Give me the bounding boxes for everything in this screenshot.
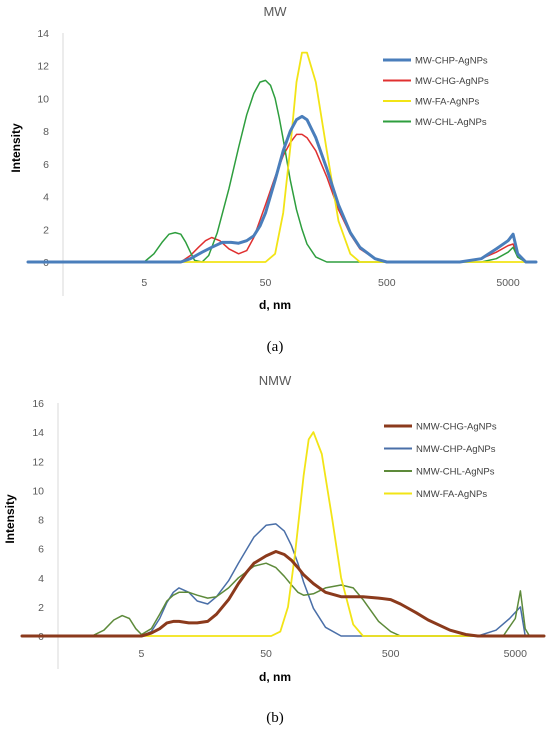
- panel-caption: (a): [267, 339, 284, 355]
- chart-title: MW: [263, 4, 287, 19]
- y-tick-label: 2: [38, 602, 44, 614]
- y-tick-label: 16: [32, 398, 44, 410]
- x-axis-label: d, nm: [259, 670, 291, 684]
- panel-caption: (b): [266, 710, 284, 726]
- x-tick-label: 500: [378, 277, 396, 289]
- series-line-mw-chp-agnps: [26, 114, 538, 264]
- legend-entry: MW-FA-AgNPs: [415, 97, 479, 108]
- y-axis-label: Intensity: [9, 123, 23, 173]
- legend-entry: NMW-CHL-AgNPs: [416, 467, 495, 478]
- series-line-mw-fa-agnps: [27, 51, 537, 263]
- y-axis-label: Intensity: [3, 494, 17, 544]
- legend-entry: NMW-CHG-AgNPs: [416, 422, 497, 433]
- chart-title: NMW: [259, 373, 292, 388]
- y-tick-label: 14: [37, 28, 49, 40]
- x-tick-label: 5: [139, 648, 145, 660]
- x-tick-label: 5: [141, 277, 147, 289]
- series-line-nmw-chp-agnps: [21, 523, 545, 637]
- y-tick-label: 2: [43, 224, 49, 236]
- x-tick-label: 500: [382, 648, 400, 660]
- legend-entry: MW-CHL-AgNPs: [415, 117, 487, 128]
- y-tick-label: 10: [37, 93, 49, 105]
- y-tick-label: 12: [32, 456, 44, 468]
- y-tick-label: 12: [37, 61, 49, 73]
- series-line-nmw-chg-agnps: [20, 550, 546, 638]
- legend-entry: MW-CHP-AgNPs: [415, 56, 488, 67]
- legend-entry: NMW-FA-AgNPs: [416, 489, 487, 500]
- y-tick-label: 6: [38, 544, 44, 556]
- y-tick-label: 6: [43, 159, 49, 171]
- x-tick-label: 50: [260, 277, 272, 289]
- series-line-mw-chl-agnps: [27, 79, 537, 263]
- legend-entry: MW-CHG-AgNPs: [415, 76, 489, 87]
- y-tick-label: 14: [32, 427, 44, 439]
- y-tick-label: 4: [43, 192, 49, 204]
- y-tick-label: 8: [38, 515, 44, 527]
- x-tick-label: 5000: [504, 648, 528, 660]
- y-tick-label: 10: [32, 485, 44, 497]
- legend-entry: NMW-CHP-AgNPs: [416, 444, 496, 455]
- x-tick-label: 5000: [496, 277, 520, 289]
- y-tick-label: 8: [43, 126, 49, 138]
- series-line-nmw-fa-agnps: [21, 431, 545, 637]
- x-tick-label: 50: [260, 648, 272, 660]
- x-axis-label: d, nm: [259, 298, 291, 312]
- y-tick-label: 4: [38, 573, 44, 585]
